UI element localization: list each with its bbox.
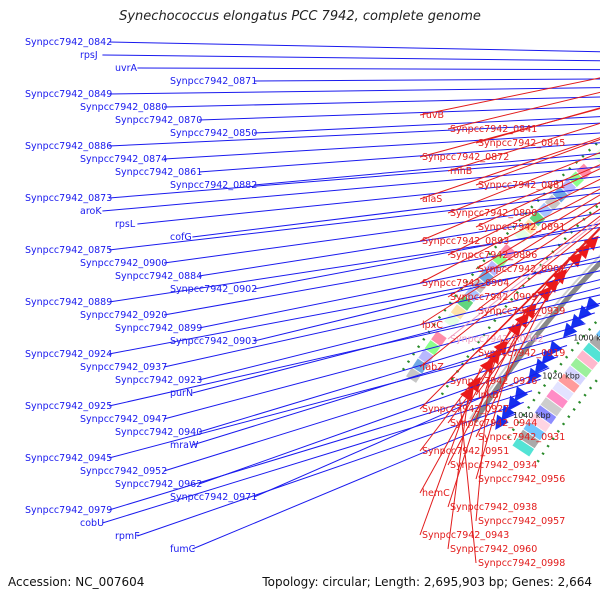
- forward-gene-label: Synpcc7942_0875: [25, 245, 112, 256]
- forward-gene-label: Synpcc7942_0899: [115, 323, 202, 334]
- reverse-gene-label: Synpcc7942_0901: [478, 264, 565, 275]
- reverse-gene-label: Synpcc7942_0956: [478, 474, 565, 485]
- map-title: Synechococcus elongatus PCC 7942, comple…: [0, 9, 600, 24]
- forward-gene-label: rpmF: [115, 531, 140, 542]
- forward-gene-label: aroK: [80, 206, 102, 217]
- forward-gene-label: Synpcc7942_0923: [115, 375, 202, 386]
- forward-gene-label: cobU: [80, 518, 104, 529]
- forward-leader-line: [199, 98, 600, 120]
- forward-gene-label: Synpcc7942_0962: [115, 479, 202, 490]
- forward-gene-label: Synpcc7942_0979: [25, 505, 112, 516]
- reverse-gene-label: Synpcc7942_0872: [422, 152, 509, 163]
- reverse-gene-label: Synpcc7942_0998: [478, 558, 565, 569]
- reverse-gene-label: rnhB: [450, 166, 472, 177]
- forward-gene-label: rpsL: [115, 219, 136, 230]
- forward-gene-label: Synpcc7942_0947: [80, 414, 167, 425]
- forward-gene-label: Synpcc7942_0880: [80, 102, 167, 113]
- reverse-gene-label: Synpcc7942_0943: [422, 530, 509, 541]
- forward-leader-line: [199, 127, 600, 172]
- reverse-gene-label: alaS: [422, 194, 442, 205]
- reverse-gene-label: Synpcc7942_0931: [478, 432, 565, 443]
- tick-label: 1020 kbp: [542, 372, 580, 381]
- reverse-gene-label: Synpcc7942_0960: [450, 544, 537, 555]
- forward-leader-line: [164, 91, 600, 107]
- forward-leader-line: [192, 414, 515, 549]
- forward-gene-label: Synpcc7942_0924: [25, 349, 112, 360]
- forward-leader-line: [254, 77, 600, 81]
- forward-gene-label: Synpcc7942_0850: [170, 128, 257, 139]
- forward-gene-label: Synpcc7942_0903: [170, 336, 257, 347]
- reverse-gene-label: Synpcc7942_0938: [450, 502, 537, 513]
- forward-gene-label: Synpcc7942_0920: [80, 310, 167, 321]
- accession-label: Accession: NC_007604: [8, 575, 144, 589]
- forward-leader-line: [137, 68, 600, 71]
- forward-gene-label: uvrA: [115, 63, 138, 74]
- forward-gene-label: Synpcc7942_0952: [80, 466, 167, 477]
- forward-gene-label: Synpcc7942_0945: [25, 453, 112, 464]
- forward-gene-label: Synpcc7942_0937: [80, 362, 167, 373]
- forward-gene-label: Synpcc7942_0900: [80, 258, 167, 269]
- forward-gene-label: mraW: [170, 440, 199, 451]
- reverse-gene-label: Synpcc7942_0845: [478, 138, 565, 149]
- reverse-leader-line: [448, 25, 600, 129]
- reverse-gene-label: lpxB: [478, 390, 499, 401]
- reverse-gene-label: Synpcc7942_0957: [478, 516, 565, 527]
- tick-label: 1000 kbp: [573, 334, 600, 343]
- reverse-gene-label: ruvB: [422, 110, 444, 121]
- forward-gene-label: Synpcc7942_0861: [115, 167, 202, 178]
- forward-gene-label: Synpcc7942_0871: [170, 76, 257, 87]
- forward-gene-label: Synpcc7942_0886: [25, 141, 112, 152]
- reverse-gene-label: Synpcc7942_0893: [422, 236, 509, 247]
- reverse-gene-label: lpxC: [422, 320, 443, 331]
- topology-label: Topology: circular; Length: 2,695,903 bp…: [262, 575, 592, 589]
- reverse-gene-label: Synpcc7942_0904: [422, 278, 509, 289]
- forward-gene-label: Synpcc7942_0873: [25, 193, 112, 204]
- forward-gene-label: Synpcc7942_0889: [25, 297, 112, 308]
- forward-gene-label: Synpcc7942_0870: [115, 115, 202, 126]
- forward-leader-line: [102, 55, 600, 65]
- forward-gene-label: Synpcc7942_0874: [80, 154, 167, 165]
- forward-gene-label: fumC: [170, 544, 196, 555]
- reverse-gene-label: Synpcc7942_R0042: [450, 334, 544, 345]
- forward-gene-label: rpsJ: [80, 50, 98, 61]
- forward-gene-label: Synpcc7942_0884: [115, 271, 202, 282]
- reverse-gene-label: fabZ: [422, 362, 444, 373]
- forward-gene-label: Synpcc7942_0971: [170, 492, 257, 503]
- reverse-gene-label: Synpcc7942_0896: [450, 250, 537, 261]
- forward-gene-label: Synpcc7942_0849: [25, 89, 112, 100]
- forward-gene-label: Synpcc7942_0925: [25, 401, 112, 412]
- forward-gene-label: Synpcc7942_0842: [25, 37, 112, 48]
